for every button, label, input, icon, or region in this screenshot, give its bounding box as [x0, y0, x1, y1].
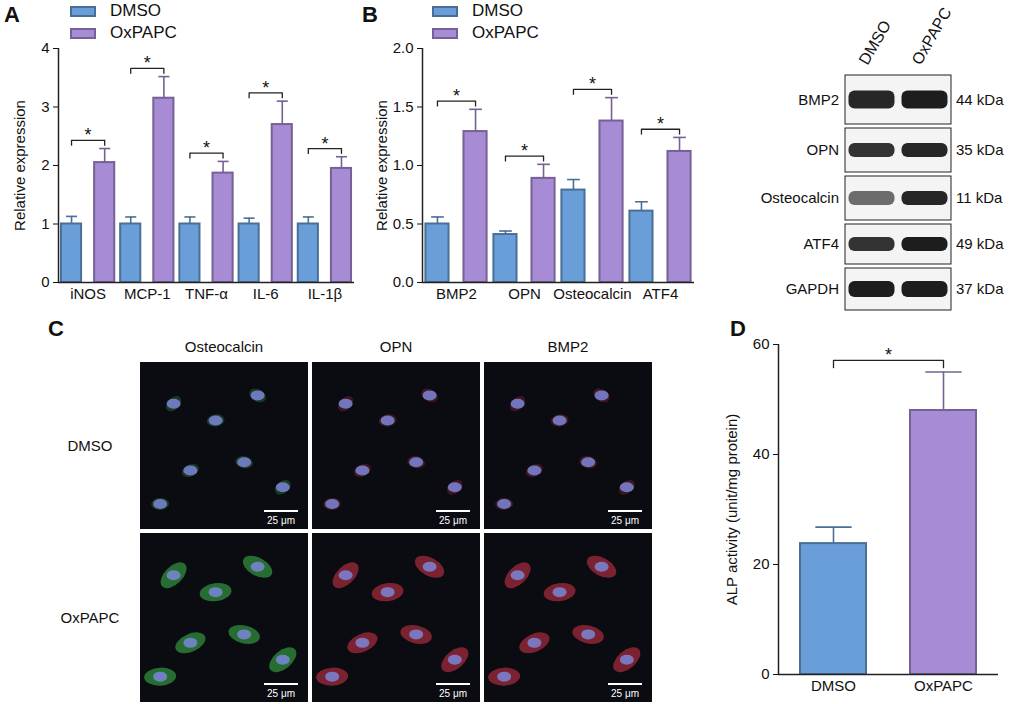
svg-text:*: * — [262, 78, 269, 98]
svg-text:35 kDa: 35 kDa — [956, 141, 1004, 158]
html-text:B: B — [362, 2, 378, 27]
svg-text:Osteocalcin: Osteocalcin — [185, 338, 263, 355]
svg-text:37 kDa: 37 kDa — [956, 280, 1004, 297]
svg-text:Osteocalcin: Osteocalcin — [761, 189, 839, 206]
svg-text:TNF-α: TNF-α — [185, 285, 228, 302]
svg-text:DMSO: DMSO — [855, 17, 894, 67]
svg-text:DMSO: DMSO — [811, 677, 856, 694]
svg-text:49 kDa: 49 kDa — [956, 235, 1004, 252]
svg-text:20: 20 — [753, 555, 770, 572]
svg-text:Relative expression: Relative expression — [373, 100, 390, 231]
svg-text:OPN: OPN — [380, 338, 413, 355]
svg-text:OPN: OPN — [508, 285, 541, 302]
svg-text:0.0: 0.0 — [393, 273, 414, 290]
svg-text:*: * — [453, 86, 460, 106]
html-text:D: D — [730, 316, 746, 341]
svg-text:1.0: 1.0 — [393, 156, 414, 173]
svg-text:25 μm: 25 μm — [611, 515, 639, 526]
svg-text:iNOS: iNOS — [70, 285, 106, 302]
html-text:C: C — [48, 316, 64, 341]
svg-text:*: * — [657, 114, 664, 134]
svg-text:60: 60 — [753, 335, 770, 352]
svg-text:44 kDa: 44 kDa — [956, 91, 1004, 108]
svg-text:BMP2: BMP2 — [436, 285, 477, 302]
html-text:OxPAPC: OxPAPC — [472, 23, 539, 42]
svg-text:MCP-1: MCP-1 — [124, 285, 171, 302]
svg-text:0: 0 — [761, 665, 769, 682]
html-text:DMSO: DMSO — [110, 1, 161, 20]
svg-text:*: * — [885, 345, 892, 365]
svg-text:25 μm: 25 μm — [267, 515, 295, 526]
svg-text:40: 40 — [753, 445, 770, 462]
svg-text:ATF4: ATF4 — [803, 235, 839, 252]
svg-text:ALP activity (unit/mg protein): ALP activity (unit/mg protein) — [723, 414, 740, 605]
svg-text:*: * — [85, 125, 92, 145]
svg-text:OPN: OPN — [806, 141, 839, 158]
svg-text:25 μm: 25 μm — [611, 688, 639, 699]
svg-text:OxPAPC: OxPAPC — [914, 677, 973, 694]
svg-text:2.0: 2.0 — [393, 39, 414, 56]
svg-text:OxPAPC: OxPAPC — [908, 5, 954, 68]
svg-text:*: * — [589, 74, 596, 94]
svg-text:BMP2: BMP2 — [548, 338, 589, 355]
svg-text:0.5: 0.5 — [393, 215, 414, 232]
svg-text:11 kDa: 11 kDa — [956, 189, 1003, 206]
svg-text:DMSO: DMSO — [68, 437, 113, 454]
svg-text:*: * — [203, 138, 210, 158]
svg-text:Relative expression: Relative expression — [11, 100, 28, 231]
svg-text:4: 4 — [41, 39, 49, 56]
svg-text:3: 3 — [41, 98, 49, 115]
svg-text:2: 2 — [41, 156, 49, 173]
svg-text:IL-6: IL-6 — [253, 285, 279, 302]
svg-text:25 μm: 25 μm — [439, 515, 467, 526]
svg-text:25 μm: 25 μm — [267, 688, 295, 699]
svg-text:Osteocalcin: Osteocalcin — [553, 285, 631, 302]
svg-text:BMP2: BMP2 — [798, 91, 839, 108]
svg-text:*: * — [144, 53, 151, 73]
svg-text:0: 0 — [41, 273, 49, 290]
svg-text:OxPAPC: OxPAPC — [61, 609, 120, 626]
svg-text:1: 1 — [41, 215, 49, 232]
svg-text:IL-1β: IL-1β — [308, 285, 343, 302]
svg-text:*: * — [321, 134, 328, 154]
svg-text:1.5: 1.5 — [393, 98, 414, 115]
html-text:A: A — [4, 2, 20, 27]
svg-text:GAPDH: GAPDH — [786, 280, 839, 297]
svg-text:25 μm: 25 μm — [439, 688, 467, 699]
svg-text:*: * — [521, 141, 528, 161]
html-text:OxPAPC: OxPAPC — [110, 23, 177, 42]
svg-text:ATF4: ATF4 — [643, 285, 679, 302]
html-text:DMSO: DMSO — [472, 1, 523, 20]
